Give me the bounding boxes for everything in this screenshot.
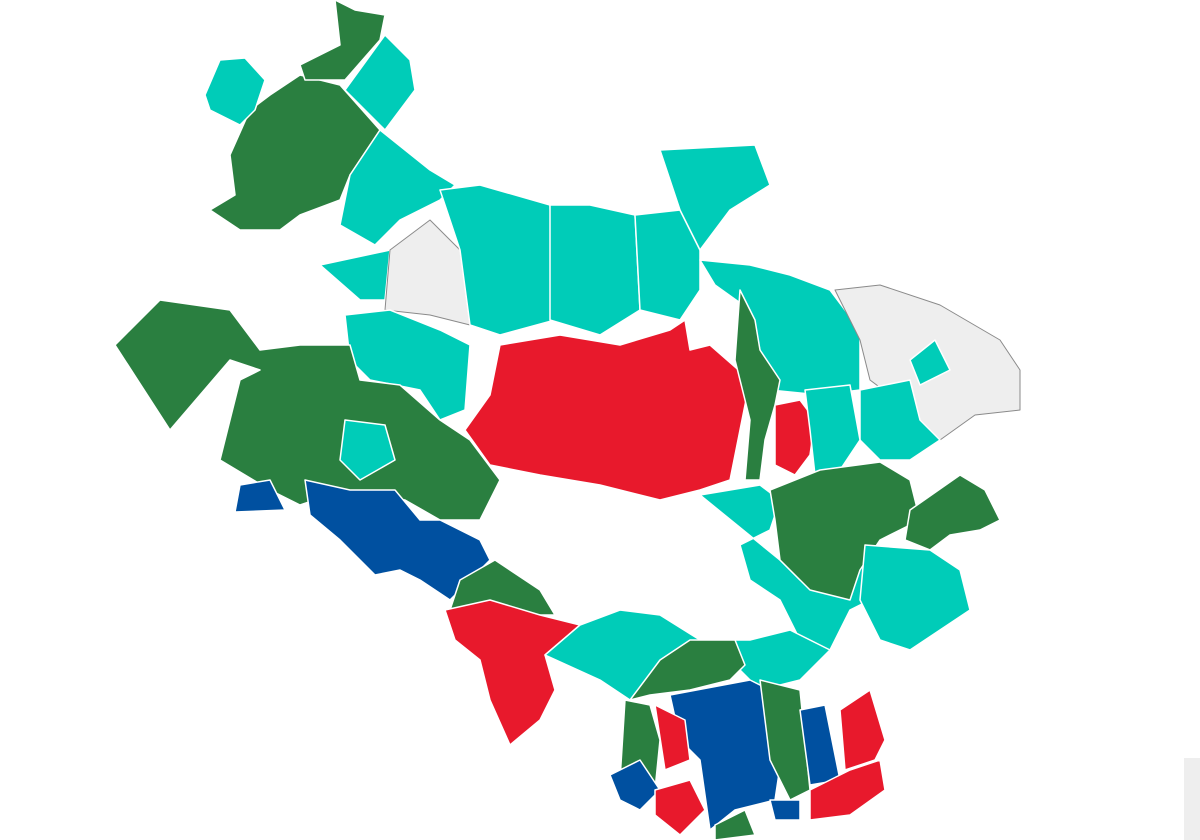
region [234, 479, 286, 513]
region [654, 779, 706, 836]
region [659, 144, 771, 251]
region [714, 809, 756, 840]
region [629, 639, 746, 701]
region [769, 799, 801, 821]
region [114, 299, 501, 521]
region [444, 599, 581, 746]
region [464, 319, 751, 501]
region [774, 399, 816, 476]
region [809, 759, 886, 821]
region [339, 419, 396, 481]
region [439, 184, 556, 336]
region [859, 544, 971, 651]
region [344, 309, 471, 421]
region [904, 474, 1001, 551]
region [299, 0, 386, 81]
region [859, 379, 941, 461]
region [734, 289, 781, 481]
region [909, 339, 951, 386]
region [344, 34, 416, 131]
region [759, 679, 811, 801]
region [319, 249, 391, 301]
region [339, 129, 456, 246]
region [609, 759, 661, 811]
region [549, 204, 641, 336]
regions [114, 0, 1021, 840]
region [654, 704, 691, 771]
region [839, 689, 886, 771]
edge-panel [1184, 758, 1200, 840]
region [204, 57, 266, 126]
